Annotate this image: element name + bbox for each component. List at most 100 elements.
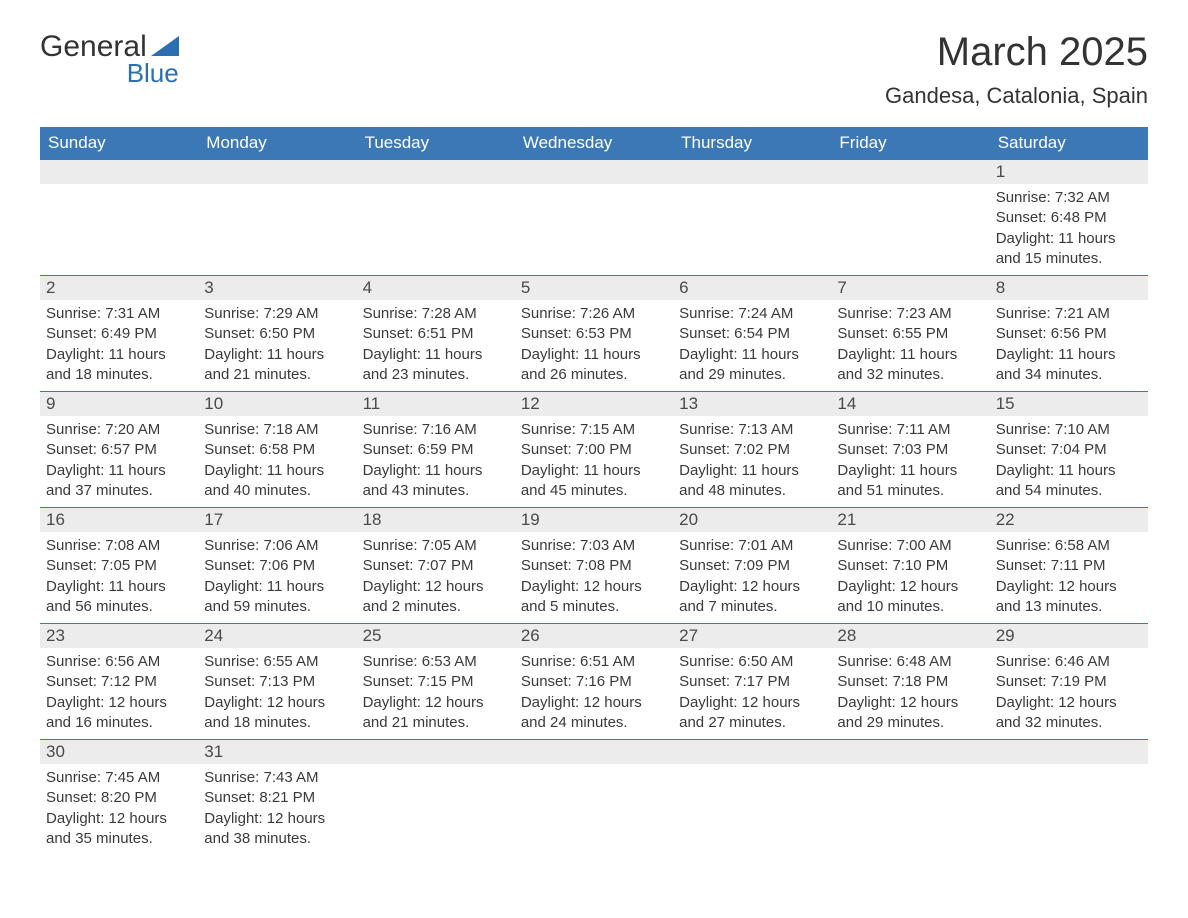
calendar-cell: 12Sunrise: 7:15 AMSunset: 7:00 PMDayligh…	[515, 392, 673, 508]
day-number: 25	[357, 624, 515, 648]
calendar-cell: 29Sunrise: 6:46 AMSunset: 7:19 PMDayligh…	[990, 624, 1148, 740]
calendar-week-row: 23Sunrise: 6:56 AMSunset: 7:12 PMDayligh…	[40, 624, 1148, 740]
day-number: 19	[515, 508, 673, 532]
day-number	[40, 160, 198, 184]
day-number: 21	[831, 508, 989, 532]
calendar-cell: 24Sunrise: 6:55 AMSunset: 7:13 PMDayligh…	[198, 624, 356, 740]
calendar-cell: 23Sunrise: 6:56 AMSunset: 7:12 PMDayligh…	[40, 624, 198, 740]
calendar-cell: 4Sunrise: 7:28 AMSunset: 6:51 PMDaylight…	[357, 276, 515, 392]
day-body: Sunrise: 7:20 AMSunset: 6:57 PMDaylight:…	[40, 416, 198, 507]
calendar-cell: 10Sunrise: 7:18 AMSunset: 6:58 PMDayligh…	[198, 392, 356, 508]
calendar-table: SundayMondayTuesdayWednesdayThursdayFrid…	[40, 127, 1148, 855]
calendar-cell	[515, 740, 673, 856]
day-header: Tuesday	[357, 127, 515, 160]
day-number: 4	[357, 276, 515, 300]
calendar-cell: 13Sunrise: 7:13 AMSunset: 7:02 PMDayligh…	[673, 392, 831, 508]
calendar-cell: 9Sunrise: 7:20 AMSunset: 6:57 PMDaylight…	[40, 392, 198, 508]
day-body	[673, 764, 831, 842]
day-body	[831, 764, 989, 842]
day-body: Sunrise: 7:18 AMSunset: 6:58 PMDaylight:…	[198, 416, 356, 507]
day-body: Sunrise: 6:56 AMSunset: 7:12 PMDaylight:…	[40, 648, 198, 739]
page-header: General Blue March 2025 Gandesa, Catalon…	[40, 30, 1148, 109]
calendar-cell	[831, 160, 989, 276]
day-body: Sunrise: 7:32 AMSunset: 6:48 PMDaylight:…	[990, 184, 1148, 275]
day-body	[40, 184, 198, 262]
day-number	[831, 160, 989, 184]
day-body: Sunrise: 7:43 AMSunset: 8:21 PMDaylight:…	[198, 764, 356, 855]
logo-text-blue: Blue	[127, 58, 179, 89]
day-number: 23	[40, 624, 198, 648]
calendar-cell: 27Sunrise: 6:50 AMSunset: 7:17 PMDayligh…	[673, 624, 831, 740]
day-body: Sunrise: 7:03 AMSunset: 7:08 PMDaylight:…	[515, 532, 673, 623]
day-number	[673, 740, 831, 764]
day-body: Sunrise: 6:50 AMSunset: 7:17 PMDaylight:…	[673, 648, 831, 739]
calendar-cell: 5Sunrise: 7:26 AMSunset: 6:53 PMDaylight…	[515, 276, 673, 392]
day-header: Sunday	[40, 127, 198, 160]
calendar-cell: 2Sunrise: 7:31 AMSunset: 6:49 PMDaylight…	[40, 276, 198, 392]
calendar-cell: 6Sunrise: 7:24 AMSunset: 6:54 PMDaylight…	[673, 276, 831, 392]
day-body: Sunrise: 7:01 AMSunset: 7:09 PMDaylight:…	[673, 532, 831, 623]
calendar-cell: 28Sunrise: 6:48 AMSunset: 7:18 PMDayligh…	[831, 624, 989, 740]
day-body	[515, 184, 673, 262]
calendar-cell: 21Sunrise: 7:00 AMSunset: 7:10 PMDayligh…	[831, 508, 989, 624]
day-number	[357, 740, 515, 764]
day-body: Sunrise: 7:28 AMSunset: 6:51 PMDaylight:…	[357, 300, 515, 391]
calendar-cell	[40, 160, 198, 276]
day-number: 10	[198, 392, 356, 416]
day-body: Sunrise: 6:51 AMSunset: 7:16 PMDaylight:…	[515, 648, 673, 739]
location-subtitle: Gandesa, Catalonia, Spain	[885, 83, 1148, 109]
day-number	[198, 160, 356, 184]
day-header: Saturday	[990, 127, 1148, 160]
day-body	[515, 764, 673, 842]
calendar-cell	[831, 740, 989, 856]
day-number: 29	[990, 624, 1148, 648]
day-body: Sunrise: 7:24 AMSunset: 6:54 PMDaylight:…	[673, 300, 831, 391]
calendar-cell	[515, 160, 673, 276]
calendar-week-row: 16Sunrise: 7:08 AMSunset: 7:05 PMDayligh…	[40, 508, 1148, 624]
day-body: Sunrise: 7:05 AMSunset: 7:07 PMDaylight:…	[357, 532, 515, 623]
calendar-cell: 8Sunrise: 7:21 AMSunset: 6:56 PMDaylight…	[990, 276, 1148, 392]
calendar-cell	[357, 740, 515, 856]
calendar-cell	[198, 160, 356, 276]
calendar-cell: 30Sunrise: 7:45 AMSunset: 8:20 PMDayligh…	[40, 740, 198, 856]
day-number: 16	[40, 508, 198, 532]
calendar-cell: 14Sunrise: 7:11 AMSunset: 7:03 PMDayligh…	[831, 392, 989, 508]
day-body: Sunrise: 7:26 AMSunset: 6:53 PMDaylight:…	[515, 300, 673, 391]
day-number: 22	[990, 508, 1148, 532]
calendar-cell	[990, 740, 1148, 856]
calendar-cell: 16Sunrise: 7:08 AMSunset: 7:05 PMDayligh…	[40, 508, 198, 624]
day-body: Sunrise: 6:58 AMSunset: 7:11 PMDaylight:…	[990, 532, 1148, 623]
calendar-cell: 3Sunrise: 7:29 AMSunset: 6:50 PMDaylight…	[198, 276, 356, 392]
calendar-week-row: 30Sunrise: 7:45 AMSunset: 8:20 PMDayligh…	[40, 740, 1148, 856]
day-number: 15	[990, 392, 1148, 416]
day-body: Sunrise: 6:48 AMSunset: 7:18 PMDaylight:…	[831, 648, 989, 739]
day-number: 26	[515, 624, 673, 648]
day-number: 30	[40, 740, 198, 764]
day-number	[990, 740, 1148, 764]
day-body: Sunrise: 7:29 AMSunset: 6:50 PMDaylight:…	[198, 300, 356, 391]
day-number: 24	[198, 624, 356, 648]
triangle-shape	[151, 36, 179, 56]
day-body: Sunrise: 7:15 AMSunset: 7:00 PMDaylight:…	[515, 416, 673, 507]
calendar-cell: 20Sunrise: 7:01 AMSunset: 7:09 PMDayligh…	[673, 508, 831, 624]
day-header: Thursday	[673, 127, 831, 160]
day-body: Sunrise: 7:06 AMSunset: 7:06 PMDaylight:…	[198, 532, 356, 623]
day-body	[357, 764, 515, 842]
day-body: Sunrise: 7:21 AMSunset: 6:56 PMDaylight:…	[990, 300, 1148, 391]
day-number	[831, 740, 989, 764]
logo-triangle-icon	[151, 34, 179, 61]
day-body	[831, 184, 989, 262]
calendar-week-row: 9Sunrise: 7:20 AMSunset: 6:57 PMDaylight…	[40, 392, 1148, 508]
day-body: Sunrise: 7:16 AMSunset: 6:59 PMDaylight:…	[357, 416, 515, 507]
day-header: Monday	[198, 127, 356, 160]
day-number: 27	[673, 624, 831, 648]
logo: General Blue	[40, 30, 179, 89]
calendar-cell: 31Sunrise: 7:43 AMSunset: 8:21 PMDayligh…	[198, 740, 356, 856]
day-number: 17	[198, 508, 356, 532]
day-header-row: SundayMondayTuesdayWednesdayThursdayFrid…	[40, 127, 1148, 160]
day-number: 7	[831, 276, 989, 300]
day-number: 1	[990, 160, 1148, 184]
calendar-cell	[673, 160, 831, 276]
calendar-cell: 26Sunrise: 6:51 AMSunset: 7:16 PMDayligh…	[515, 624, 673, 740]
day-body	[990, 764, 1148, 842]
